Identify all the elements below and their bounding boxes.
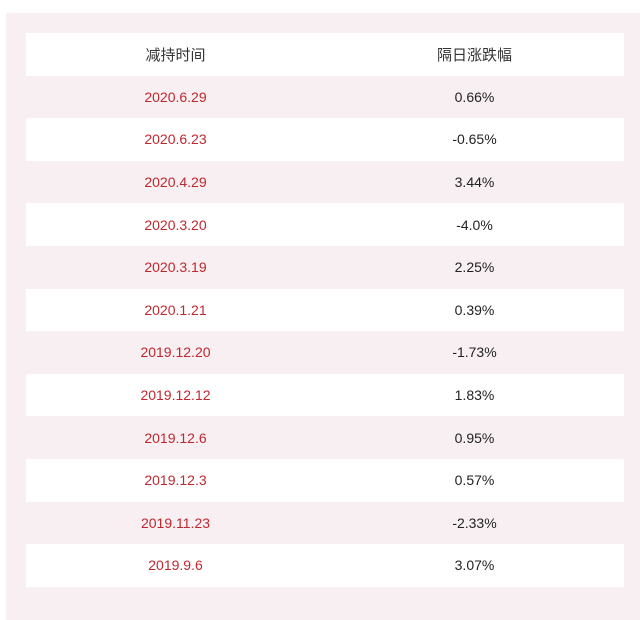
table-row: 2020.6.29 0.66% (26, 75, 624, 119)
header-date: 减持时间 (145, 45, 206, 64)
table-row: 2020.6.23 -0.65% (26, 118, 624, 161)
reduction-table: 减持时间 隔日涨跌幅 2020.6.29 0.66% 2020.6.23 -0.… (26, 33, 624, 587)
row-change: 1.83% (454, 387, 495, 404)
table-row: 2019.12.6 0.95% (26, 416, 624, 459)
table-header-row: 减持时间 隔日涨跌幅 (26, 33, 624, 76)
row-date: 2020.3.19 (144, 259, 207, 276)
row-date: 2020.1.21 (144, 301, 207, 318)
table-row: 2020.1.21 0.39% (26, 288, 624, 332)
table-row: 2019.9.6 3.07% (26, 544, 624, 587)
row-change: 0.95% (454, 429, 495, 446)
row-date: 2020.6.23 (144, 131, 207, 148)
table-row: 2019.12.20 -1.73% (26, 331, 624, 374)
header-change: 隔日涨跌幅 (436, 45, 512, 64)
table-row: 2020.4.29 3.44% (26, 160, 624, 204)
row-change: 0.66% (454, 88, 495, 105)
table-row: 2019.11.23 -2.33% (26, 501, 624, 545)
row-date: 2019.12.3 (144, 472, 207, 489)
row-date: 2020.3.20 (144, 216, 207, 233)
row-change: -4.0% (456, 216, 493, 233)
row-change: 3.07% (454, 557, 495, 574)
row-date: 2019.9.6 (148, 557, 203, 574)
row-change: -1.73% (452, 344, 497, 361)
row-date: 2020.6.29 (144, 88, 207, 105)
table-row: 2020.3.19 2.25% (26, 245, 624, 289)
table-row: 2019.12.12 1.83% (26, 373, 624, 417)
table-row: 2020.3.20 -4.0% (26, 203, 624, 246)
row-date: 2019.12.12 (140, 387, 211, 404)
table-row: 2019.12.3 0.57% (26, 458, 624, 502)
row-change: 0.57% (454, 472, 495, 489)
row-change: 3.44% (454, 174, 495, 191)
row-change: -2.33% (452, 514, 497, 531)
row-date: 2019.11.23 (140, 514, 211, 531)
row-date: 2020.4.29 (144, 174, 207, 191)
row-date: 2019.12.20 (140, 344, 211, 361)
row-change: 2.25% (454, 259, 495, 276)
row-change: -0.65% (452, 131, 497, 148)
row-date: 2019.12.6 (144, 429, 207, 446)
row-change: 0.39% (454, 301, 495, 318)
